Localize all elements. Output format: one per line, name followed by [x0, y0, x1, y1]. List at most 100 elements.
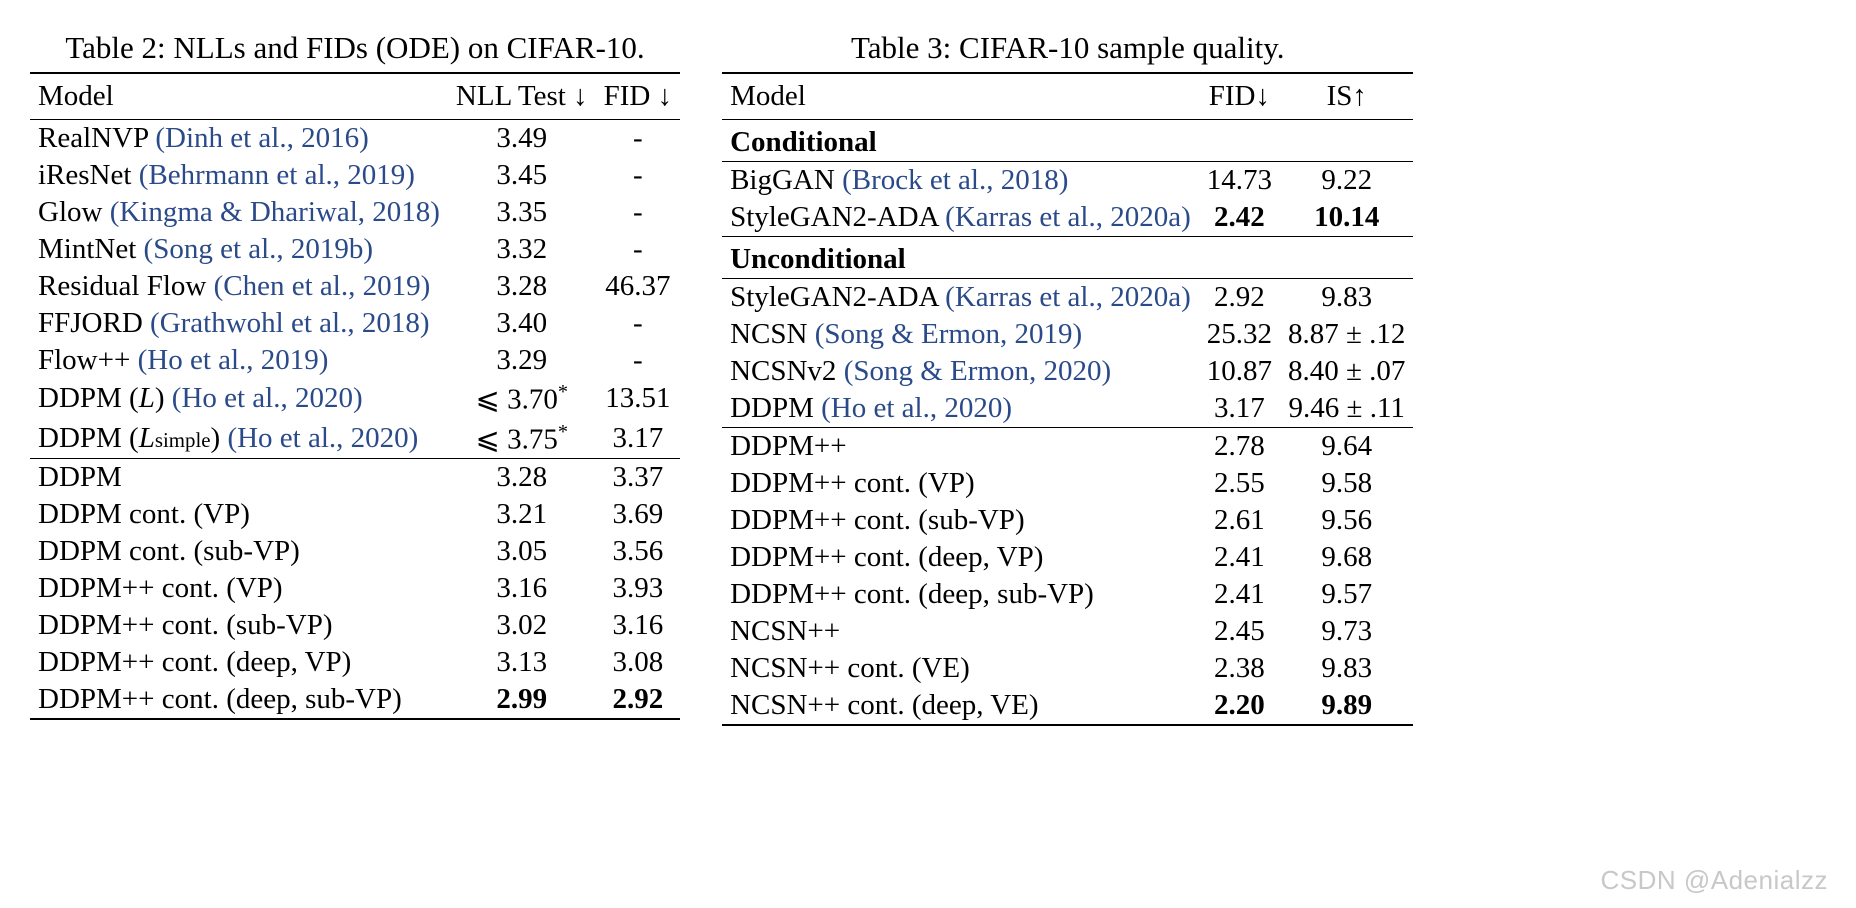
fid-cell: 2.45: [1199, 613, 1280, 650]
is-cell: 8.40 ± .07: [1280, 353, 1413, 390]
fid-cell: 3.17: [1199, 390, 1280, 428]
fid-cell: 3.17: [596, 419, 680, 459]
table-row: MintNet (Song et al., 2019b)3.32-: [30, 231, 680, 268]
fid-cell: 3.93: [596, 570, 680, 607]
table-row: iResNet (Behrmann et al., 2019)3.45-: [30, 157, 680, 194]
is-cell: 8.87 ± .12: [1280, 316, 1413, 353]
is-cell: 9.73: [1280, 613, 1413, 650]
is-cell: 9.46 ± .11: [1280, 390, 1413, 428]
table-row: DDPM++ cont. (deep, VP)2.419.68: [722, 539, 1413, 576]
fid-cell: 2.78: [1199, 428, 1280, 466]
model-cell: DDPM++ cont. (deep, sub-VP): [722, 576, 1199, 613]
fid-cell: 3.16: [596, 607, 680, 644]
fid-cell: 2.92: [1199, 279, 1280, 317]
fid-cell: -: [596, 342, 680, 379]
nll-cell: 2.99: [448, 681, 596, 719]
table-row: DDPM++ cont. (VP)3.163.93: [30, 570, 680, 607]
model-cell: Glow (Kingma & Dhariwal, 2018): [30, 194, 448, 231]
model-cell: StyleGAN2-ADA (Karras et al., 2020a): [722, 279, 1199, 317]
table3: Model FID↓ IS↑ ConditionalBigGAN (Brock …: [722, 72, 1413, 726]
is-cell: 9.64: [1280, 428, 1413, 466]
table3-caption: Table 3: CIFAR-10 sample quality.: [722, 30, 1413, 66]
table2-block: Table 2: NLLs and FIDs (ODE) on CIFAR-10…: [30, 30, 680, 726]
table-row: DDPM++ cont. (deep, sub-VP)2.419.57: [722, 576, 1413, 613]
table-row: NCSN++2.459.73: [722, 613, 1413, 650]
table3-header-row: Model FID↓ IS↑: [722, 73, 1413, 120]
fid-cell: 2.61: [1199, 502, 1280, 539]
nll-cell: 3.32: [448, 231, 596, 268]
table2-col-model: Model: [30, 73, 448, 120]
nll-cell: 3.28: [448, 268, 596, 305]
model-cell: DDPM++: [722, 428, 1199, 466]
fid-cell: 2.55: [1199, 465, 1280, 502]
table3-col-fid: FID↓: [1199, 73, 1280, 120]
table-row: DDPM (Lsimple) (Ho et al., 2020)⩽ 3.75*3…: [30, 419, 680, 459]
model-cell: DDPM++ cont. (deep, VP): [722, 539, 1199, 576]
model-cell: FFJORD (Grathwohl et al., 2018): [30, 305, 448, 342]
table-row: DDPM (L) (Ho et al., 2020)⩽ 3.70*13.51: [30, 379, 680, 419]
table-row: DDPM++ cont. (deep, sub-VP)2.992.92: [30, 681, 680, 719]
model-cell: NCSNv2 (Song & Ermon, 2020): [722, 353, 1199, 390]
table-row: StyleGAN2-ADA (Karras et al., 2020a)2.92…: [722, 279, 1413, 317]
is-cell: 9.83: [1280, 650, 1413, 687]
nll-cell: 3.21: [448, 496, 596, 533]
model-cell: StyleGAN2-ADA (Karras et al., 2020a): [722, 199, 1199, 237]
model-cell: DDPM++ cont. (VP): [722, 465, 1199, 502]
nll-cell: 3.16: [448, 570, 596, 607]
nll-cell: ⩽ 3.70*: [448, 379, 596, 419]
fid-cell: 3.56: [596, 533, 680, 570]
model-cell: MintNet (Song et al., 2019b): [30, 231, 448, 268]
table3-col-is: IS↑: [1280, 73, 1413, 120]
table2-caption: Table 2: NLLs and FIDs (ODE) on CIFAR-10…: [30, 30, 680, 66]
fid-cell: 25.32: [1199, 316, 1280, 353]
fid-cell: 2.38: [1199, 650, 1280, 687]
table2: Model NLL Test ↓ FID ↓ RealNVP (Dinh et …: [30, 72, 680, 720]
fid-cell: 10.87: [1199, 353, 1280, 390]
section-header-row: Conditional: [722, 120, 1413, 162]
table-row: DDPM++2.789.64: [722, 428, 1413, 466]
nll-cell: 3.13: [448, 644, 596, 681]
model-cell: DDPM (L) (Ho et al., 2020): [30, 379, 448, 419]
watermark-text: CSDN @Adenialzz: [1600, 865, 1828, 896]
table2-col-nll: NLL Test ↓: [448, 73, 596, 120]
fid-cell: 14.73: [1199, 162, 1280, 200]
nll-cell: 3.40: [448, 305, 596, 342]
is-cell: 9.57: [1280, 576, 1413, 613]
nll-cell: 3.29: [448, 342, 596, 379]
model-cell: DDPM cont. (VP): [30, 496, 448, 533]
tables-container: Table 2: NLLs and FIDs (ODE) on CIFAR-10…: [30, 30, 1826, 726]
table-row: Glow (Kingma & Dhariwal, 2018)3.35-: [30, 194, 680, 231]
nll-cell: 3.35: [448, 194, 596, 231]
model-cell: NCSN++ cont. (deep, VE): [722, 687, 1199, 725]
table-row: DDPM++ cont. (sub-VP)2.619.56: [722, 502, 1413, 539]
table-row: NCSN (Song & Ermon, 2019)25.328.87 ± .12: [722, 316, 1413, 353]
fid-cell: -: [596, 231, 680, 268]
fid-cell: 2.42: [1199, 199, 1280, 237]
model-cell: NCSN++ cont. (VE): [722, 650, 1199, 687]
model-cell: DDPM (Ho et al., 2020): [722, 390, 1199, 428]
model-cell: DDPM++ cont. (sub-VP): [30, 607, 448, 644]
model-cell: DDPM (Lsimple) (Ho et al., 2020): [30, 419, 448, 459]
model-cell: BigGAN (Brock et al., 2018): [722, 162, 1199, 200]
fid-cell: 2.41: [1199, 539, 1280, 576]
is-cell: 10.14: [1280, 199, 1413, 237]
is-cell: 9.68: [1280, 539, 1413, 576]
table3-col-model: Model: [722, 73, 1199, 120]
model-cell: NCSN++: [722, 613, 1199, 650]
section-title: Unconditional: [722, 237, 1413, 279]
table-row: NCSNv2 (Song & Ermon, 2020)10.878.40 ± .…: [722, 353, 1413, 390]
table-row: DDPM3.283.37: [30, 459, 680, 497]
table-row: DDPM++ cont. (sub-VP)3.023.16: [30, 607, 680, 644]
model-cell: RealNVP (Dinh et al., 2016): [30, 120, 448, 158]
table-row: DDPM++ cont. (deep, VP)3.133.08: [30, 644, 680, 681]
table-row: DDPM cont. (VP)3.213.69: [30, 496, 680, 533]
nll-cell: 3.28: [448, 459, 596, 497]
fid-cell: 3.37: [596, 459, 680, 497]
nll-cell: 3.45: [448, 157, 596, 194]
model-cell: DDPM++ cont. (sub-VP): [722, 502, 1199, 539]
is-cell: 9.58: [1280, 465, 1413, 502]
fid-cell: 3.69: [596, 496, 680, 533]
is-cell: 9.89: [1280, 687, 1413, 725]
section-header-row: Unconditional: [722, 237, 1413, 279]
table-row: DDPM++ cont. (VP)2.559.58: [722, 465, 1413, 502]
